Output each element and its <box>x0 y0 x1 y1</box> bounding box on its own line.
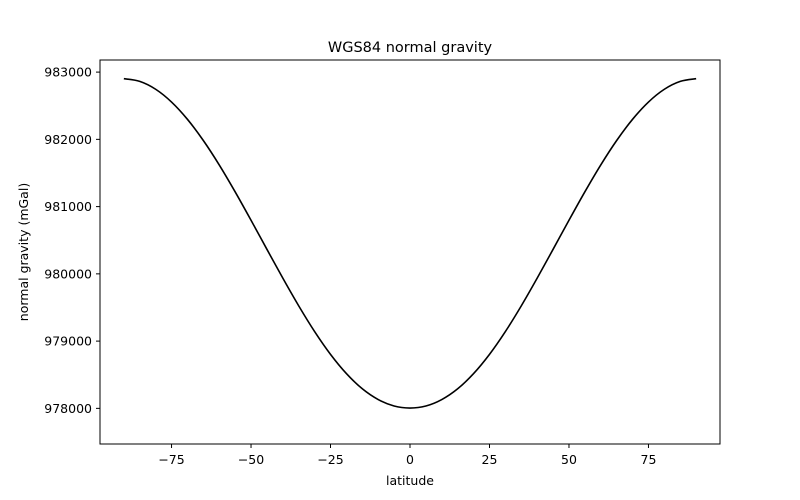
x-tick-label: −50 <box>238 452 264 467</box>
x-tick-label: 25 <box>482 452 498 467</box>
series-line <box>123 77 697 409</box>
x-axis-label: latitude <box>386 473 434 488</box>
x-tick-label: −25 <box>317 452 343 467</box>
x-tick-label: 75 <box>641 452 657 467</box>
x-tick-label: −75 <box>158 452 184 467</box>
y-tick-label: 980000 <box>44 266 92 281</box>
x-axis: −75 −50 −25 0 25 50 75 <box>158 444 656 467</box>
x-tick-label: 0 <box>406 452 414 467</box>
y-tick-label: 982000 <box>44 132 92 147</box>
y-tick-label: 978000 <box>44 401 92 416</box>
y-axis-label: normal gravity (mGal) <box>16 183 31 321</box>
y-tick-label: 983000 <box>44 65 92 80</box>
chart-title: WGS84 normal gravity <box>328 40 493 56</box>
y-tick-label: 979000 <box>44 334 92 349</box>
y-axis: 978000 979000 980000 981000 982000 983000 <box>44 65 100 416</box>
x-tick-label: 50 <box>561 452 577 467</box>
y-tick-label: 981000 <box>44 199 92 214</box>
